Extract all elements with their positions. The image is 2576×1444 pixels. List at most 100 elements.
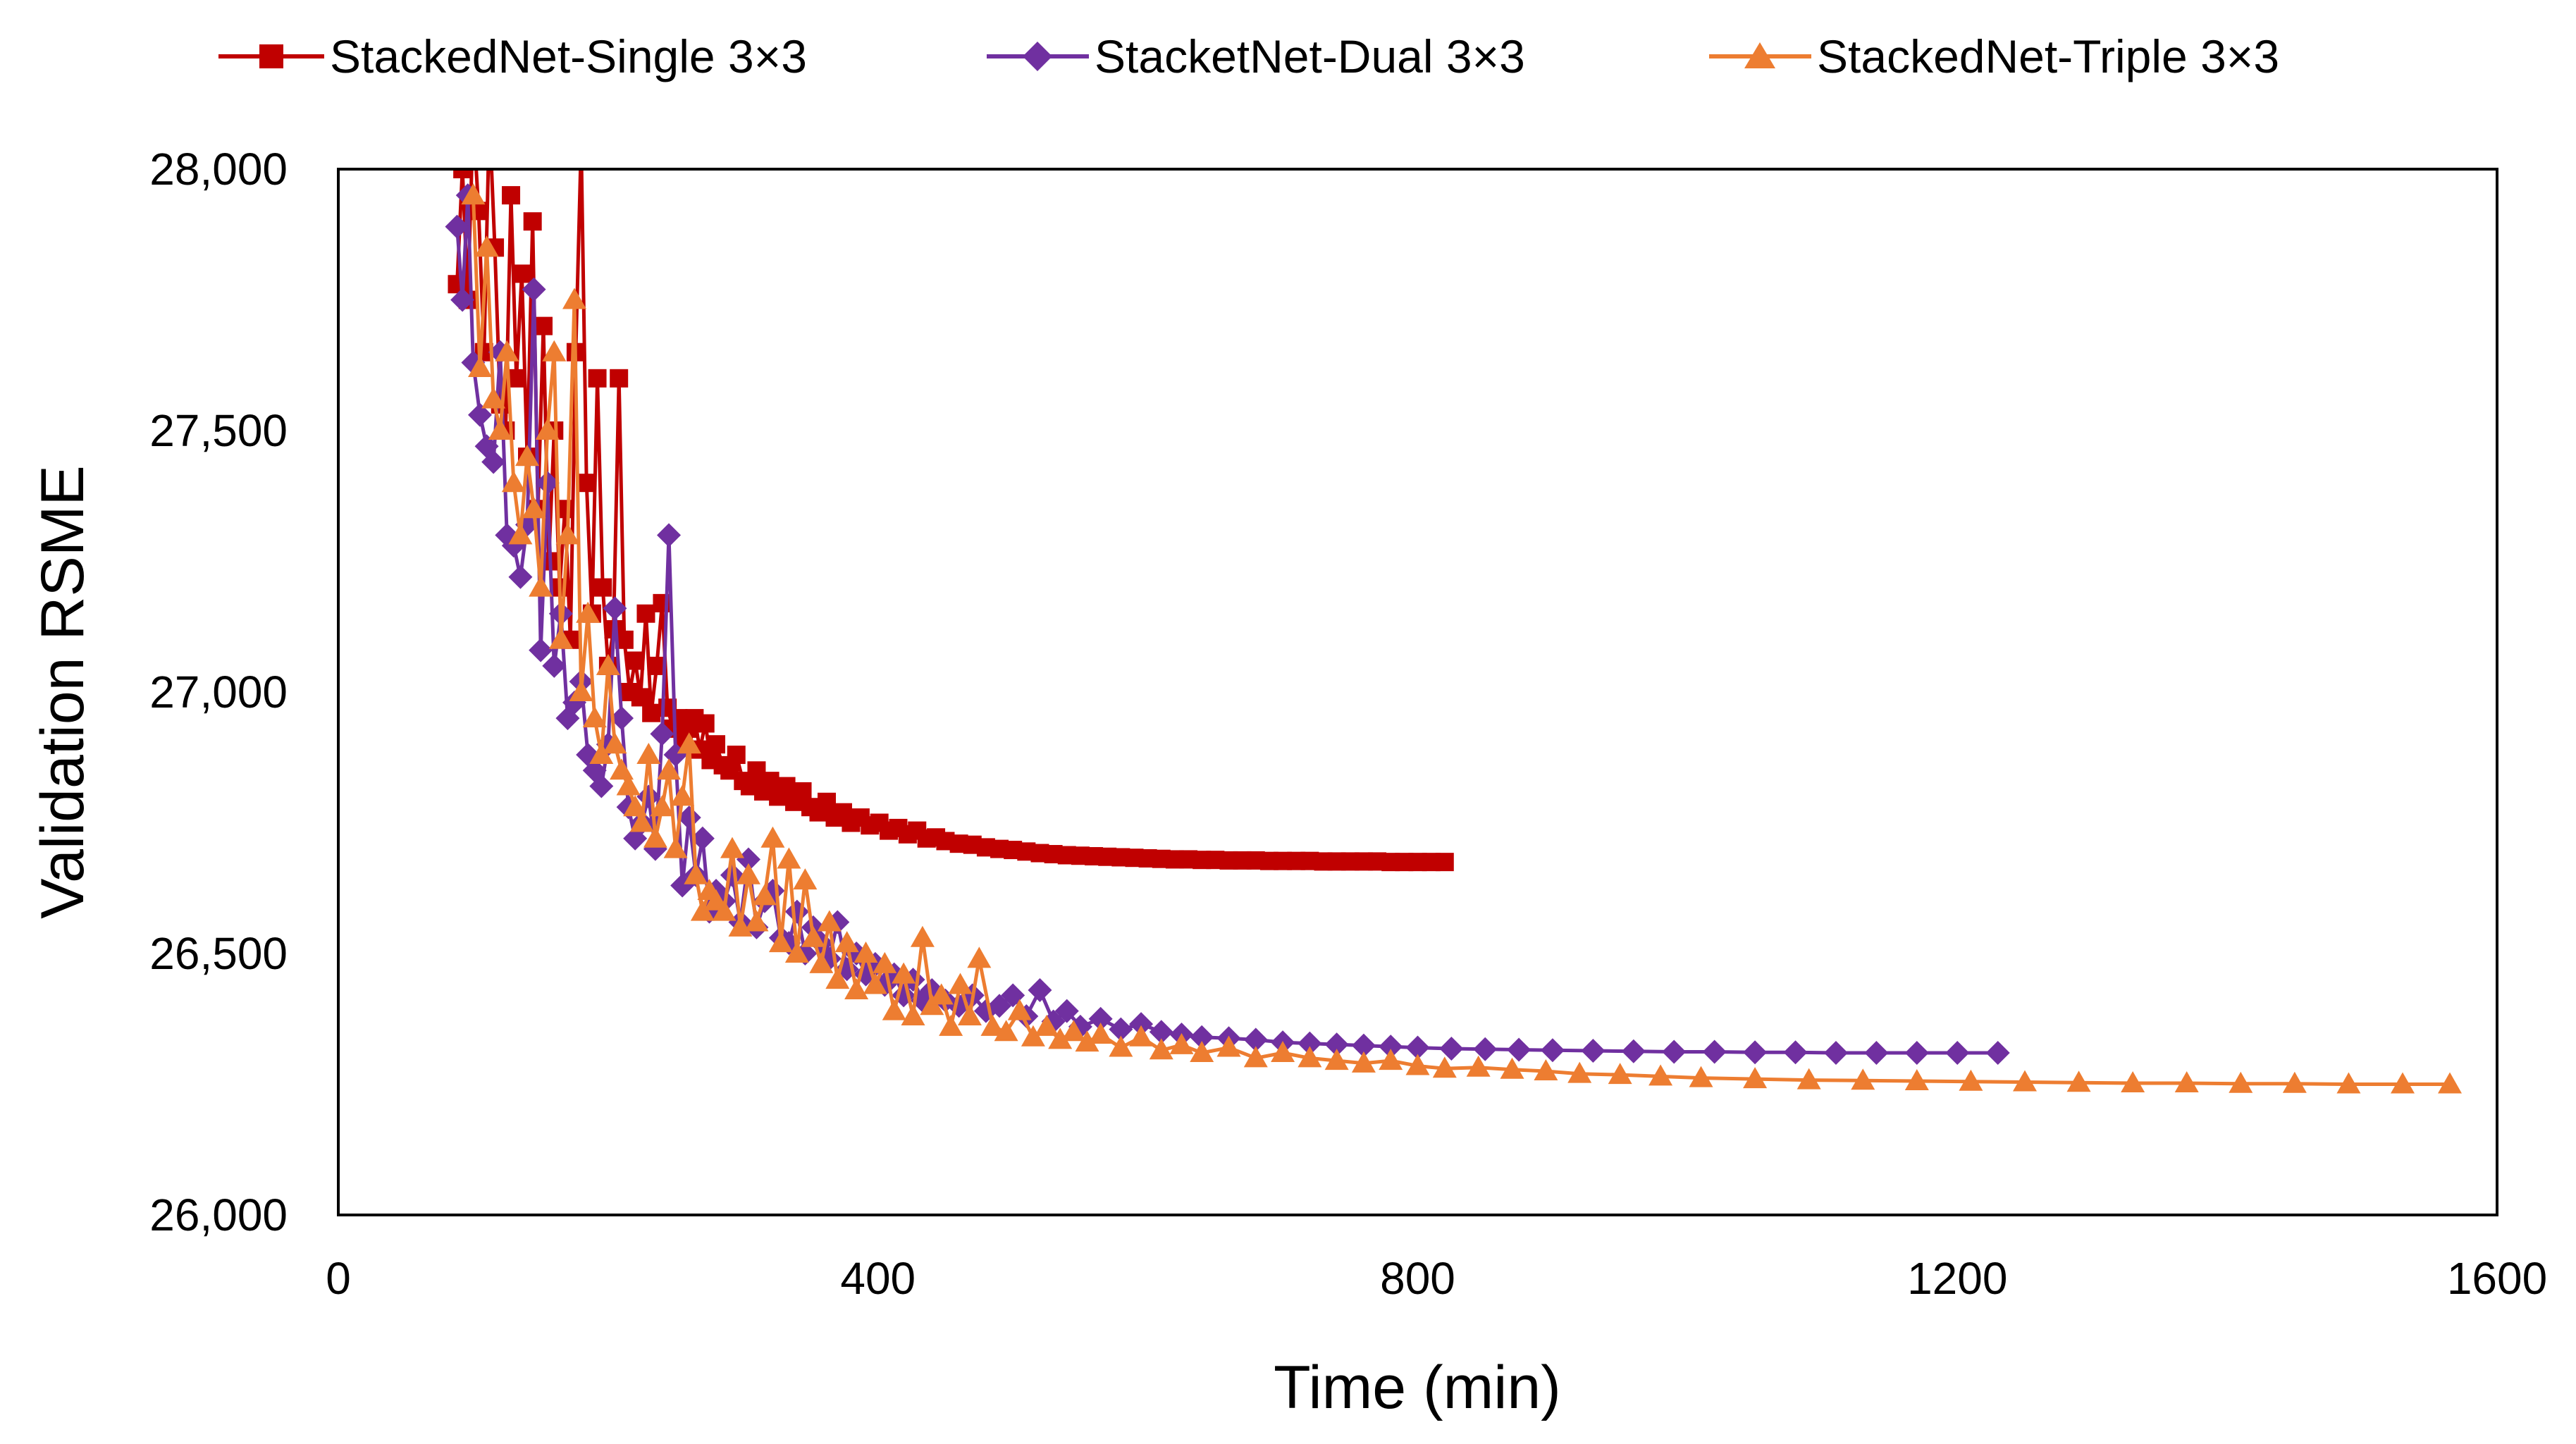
legend-label-dual: StacketNet-Dual 3×3 bbox=[1095, 30, 1525, 82]
series-layer bbox=[445, 171, 2462, 1094]
data-point-dual bbox=[1904, 1040, 1929, 1065]
data-point-triple bbox=[1075, 1030, 1099, 1052]
data-point-triple bbox=[784, 942, 809, 963]
data-point-triple bbox=[2174, 1071, 2199, 1093]
data-point-triple bbox=[809, 951, 834, 973]
data-point-triple bbox=[474, 235, 499, 257]
data-point-dual bbox=[1743, 1040, 1768, 1065]
x-axis-title: Time (min) bbox=[1274, 1354, 1561, 1421]
data-point-triple bbox=[610, 758, 634, 780]
data-point-dual bbox=[522, 277, 546, 302]
legend-item-triple[interactable]: StackedNet-Triple 3×3 bbox=[1709, 30, 2279, 82]
data-point-triple bbox=[2012, 1070, 2037, 1092]
data-point-triple bbox=[1021, 1025, 1045, 1047]
data-point-triple bbox=[1088, 1023, 1113, 1044]
x-tick-label: 400 bbox=[840, 1253, 916, 1304]
data-point-dual bbox=[1129, 1012, 1154, 1037]
y-tick-label: 27,500 bbox=[149, 405, 288, 456]
x-tick-label: 0 bbox=[326, 1253, 351, 1304]
data-point-triple bbox=[1007, 999, 1032, 1020]
data-point-dual bbox=[1028, 977, 1052, 1002]
data-point-triple bbox=[589, 743, 614, 765]
data-point-triple bbox=[1959, 1069, 1983, 1091]
data-point-dual bbox=[610, 706, 634, 731]
data-point-triple bbox=[1466, 1055, 1491, 1077]
plot-area-frame bbox=[337, 168, 2498, 1216]
data-point-dual bbox=[1864, 1040, 1889, 1065]
data-point-triple bbox=[793, 868, 818, 890]
data-point-dual bbox=[450, 288, 475, 312]
data-point-dual bbox=[1621, 1039, 1646, 1063]
legend-item-single[interactable]: StackedNet-Single 3×3 bbox=[218, 30, 807, 82]
data-point-triple bbox=[1243, 1046, 1268, 1068]
data-point-triple bbox=[736, 863, 760, 884]
data-point-triple bbox=[1061, 1020, 1086, 1042]
data-point-triple bbox=[957, 1004, 982, 1026]
series-triple bbox=[461, 183, 2462, 1094]
data-point-dual bbox=[468, 402, 493, 427]
data-point-dual bbox=[657, 523, 682, 548]
data-point-triple bbox=[582, 706, 607, 728]
y-tick-label: 27,000 bbox=[149, 667, 288, 717]
data-point-triple bbox=[744, 910, 769, 932]
data-point-triple bbox=[1169, 1032, 1194, 1054]
data-point-dual bbox=[736, 847, 760, 872]
data-point-triple bbox=[2390, 1072, 2415, 1094]
data-point-triple bbox=[2121, 1071, 2145, 1093]
data-point-triple bbox=[1216, 1035, 1241, 1057]
data-point-triple bbox=[1405, 1054, 1430, 1075]
data-point-dual bbox=[508, 564, 533, 589]
data-point-dual bbox=[445, 214, 469, 239]
data-point-single bbox=[760, 772, 779, 791]
data-point-triple bbox=[636, 743, 661, 765]
data-point-triple bbox=[643, 826, 667, 848]
data-point-triple bbox=[834, 931, 859, 953]
data-point-triple bbox=[1048, 1028, 1073, 1049]
y-axis-title: Validation RSME bbox=[29, 465, 97, 919]
x-tick-label: 1200 bbox=[1907, 1253, 2007, 1304]
data-point-triple bbox=[657, 758, 682, 780]
data-point-dual bbox=[1109, 1017, 1133, 1042]
data-point-triple bbox=[529, 575, 553, 597]
data-point-dual bbox=[529, 638, 553, 662]
data-point-dual bbox=[1540, 1038, 1565, 1063]
data-point-triple bbox=[967, 946, 992, 968]
data-point-triple bbox=[901, 1004, 925, 1026]
data-point-triple bbox=[1567, 1061, 1592, 1083]
legend-item-dual[interactable]: StacketNet-Dual 3×3 bbox=[987, 30, 1525, 82]
data-point-single bbox=[636, 604, 655, 623]
data-point-dual bbox=[1149, 1020, 1173, 1044]
data-point-single bbox=[707, 735, 726, 754]
data-point-triple bbox=[825, 968, 850, 989]
data-point-triple bbox=[569, 680, 593, 701]
data-point-dual bbox=[720, 863, 744, 887]
legend-label-single: StackedNet-Single 3×3 bbox=[330, 30, 807, 82]
data-point-triple bbox=[535, 419, 560, 440]
data-point-triple bbox=[929, 983, 954, 1005]
data-point-triple bbox=[1129, 1025, 1154, 1047]
data-point-triple bbox=[712, 899, 737, 921]
data-point-triple bbox=[1851, 1068, 1875, 1090]
data-point-triple bbox=[488, 419, 512, 440]
data-point-triple bbox=[629, 810, 654, 832]
data-point-triple bbox=[853, 942, 878, 963]
data-point-triple bbox=[663, 837, 688, 858]
legend-label-triple: StackedNet-Triple 3×3 bbox=[1817, 30, 2279, 82]
data-point-triple bbox=[1035, 1014, 1059, 1036]
data-point-dual bbox=[1190, 1025, 1214, 1049]
y-tick-label: 26,000 bbox=[149, 1190, 288, 1240]
data-point-single bbox=[453, 171, 472, 178]
data-point-triple bbox=[501, 471, 526, 493]
data-point-dual bbox=[1473, 1037, 1498, 1061]
data-point-triple bbox=[882, 999, 906, 1020]
data-point-triple bbox=[720, 837, 744, 858]
data-point-single bbox=[534, 316, 553, 335]
data-point-single bbox=[1435, 853, 1454, 872]
data-point-triple bbox=[1190, 1040, 1214, 1062]
data-point-triple bbox=[1298, 1046, 1322, 1068]
data-point-dual bbox=[1985, 1040, 2010, 1065]
data-point-triple bbox=[515, 445, 540, 467]
